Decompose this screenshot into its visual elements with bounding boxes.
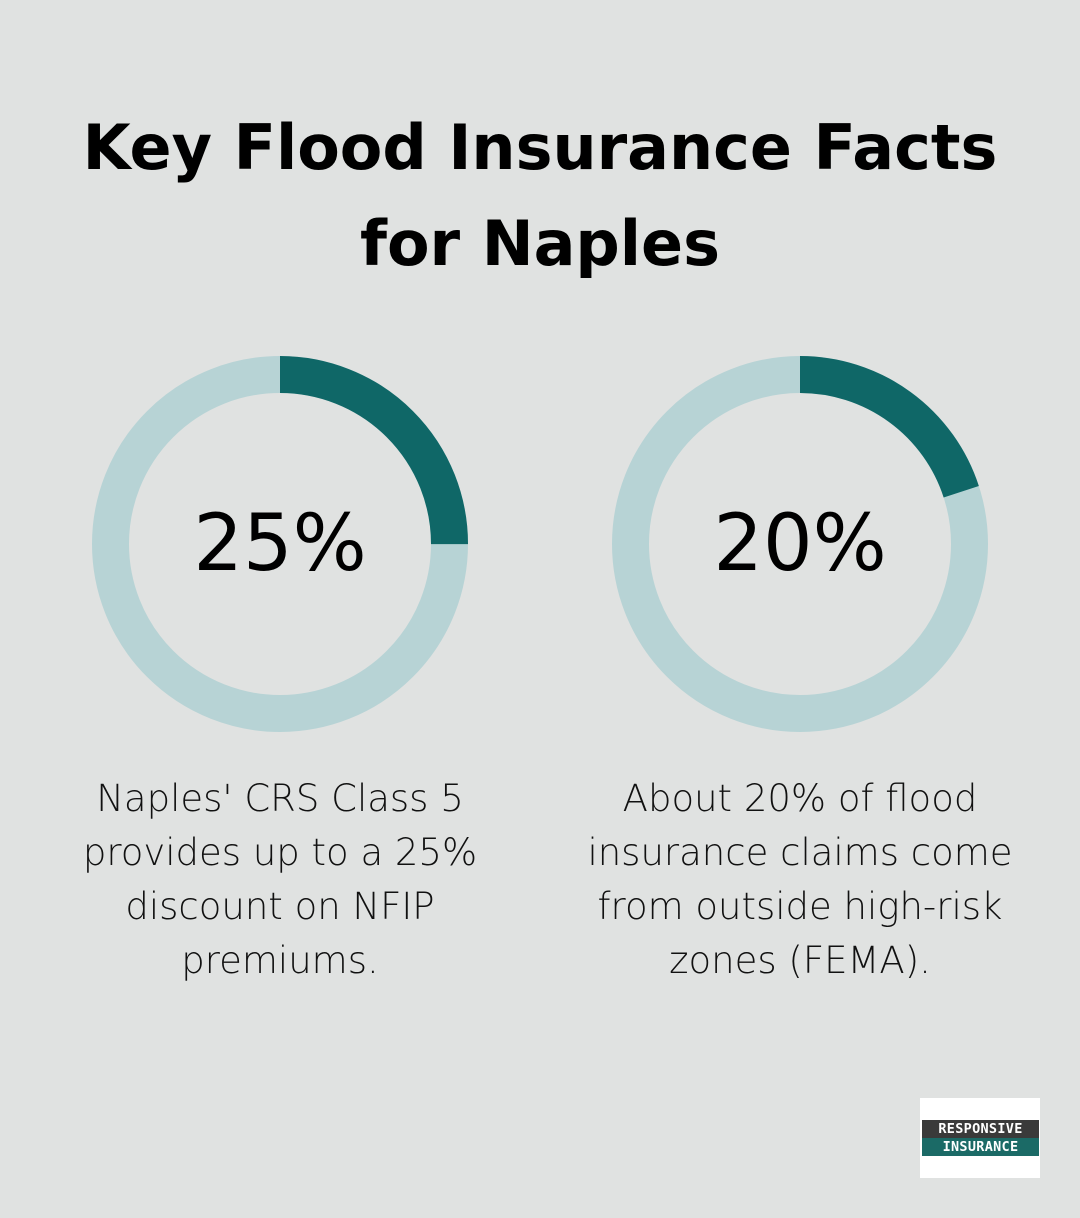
stat-caption-claims: About 20% of flood insurance claims come… <box>587 777 1013 982</box>
logo-line-2: INSURANCE <box>922 1138 1039 1156</box>
donut-ring <box>612 356 988 732</box>
title-line-1: Key Flood Insurance Facts <box>82 111 998 184</box>
responsive-insurance-logo: RESPONSIVE INSURANCE <box>920 1098 1040 1178</box>
page-title: Key Flood Insurance Facts for Naples <box>0 100 1080 292</box>
donut-chart-claims: 20% <box>612 356 988 732</box>
title-line-2: for Naples <box>359 207 721 280</box>
stat-value: 20% <box>713 499 887 589</box>
donut-ring <box>92 356 468 732</box>
donut-chart-discount: 25% <box>92 356 468 732</box>
stat-caption-discount: Naples' CRS Class 5 provides up to a 25%… <box>82 777 478 982</box>
stat-value: 25% <box>193 499 367 589</box>
logo-line-1: RESPONSIVE <box>922 1120 1039 1138</box>
